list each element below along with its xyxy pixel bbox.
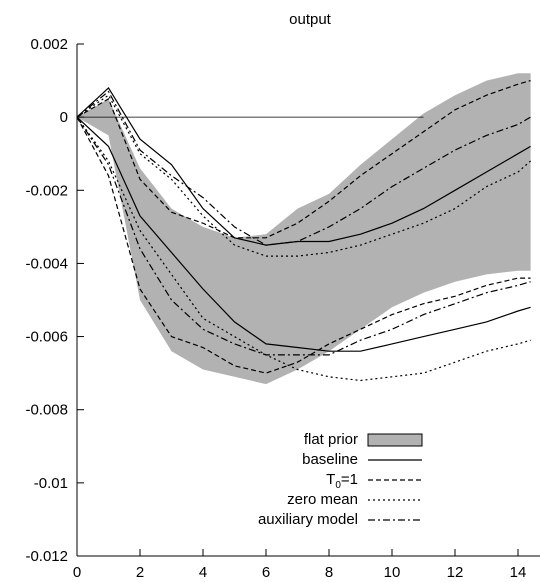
- legend-label-auxiliary-model: auxiliary model: [258, 511, 358, 528]
- legend-label-baseline: baseline: [302, 451, 358, 468]
- y-ticks: 0.002 0 -0.002 -0.004 -0.006 -0.008 -0.01 -0.01…: [25, 36, 84, 565]
- plot-area: [77, 73, 531, 385]
- y-tick-label: 0: [60, 109, 68, 126]
- flat-prior-band: [77, 73, 531, 385]
- series-4-lower-line: [77, 116, 531, 356]
- y-tick-label: -0.012: [25, 548, 68, 565]
- x-tick-label: 6: [262, 564, 270, 581]
- x-tick-label: 10: [384, 564, 401, 581]
- x-tick-label: 12: [447, 564, 464, 581]
- y-tick-label: 0.002: [30, 36, 68, 53]
- series-4-upper-line: [77, 90, 531, 246]
- series-layer: [77, 80, 531, 382]
- legend: flat prior baseline T0=1 zero mean auxil…: [258, 431, 423, 528]
- legend-t0-suffix: =1: [341, 471, 358, 488]
- legend-t0-sub: 0: [335, 480, 341, 491]
- series-2-upper-line: [77, 80, 531, 239]
- series-2-lower-line: [77, 116, 531, 374]
- y-tick-label: -0.002: [25, 182, 68, 199]
- y-tick-label: -0.008: [25, 402, 68, 419]
- legend-label-flat-prior: flat prior: [304, 431, 358, 448]
- x-tick-label: 2: [136, 564, 144, 581]
- axes: 0.002 0 -0.002 -0.004 -0.006 -0.008 -0.01 -0.01…: [25, 36, 540, 581]
- legend-label-t0: T0=1: [326, 471, 358, 491]
- y-tick-label: -0.006: [25, 329, 68, 346]
- x-tick-label: 4: [199, 564, 207, 581]
- x-tick-label: 0: [73, 564, 81, 581]
- x-ticks: 0 2 4 6 8 10 12 14: [73, 549, 527, 581]
- legend-label-zero-mean: zero mean: [287, 491, 358, 508]
- series-1-lower-line: [77, 116, 531, 352]
- x-tick-label: 14: [510, 564, 527, 581]
- series-3-upper-line: [77, 94, 531, 257]
- y-tick-label: -0.01: [34, 475, 68, 492]
- legend-t0-main: T: [326, 471, 335, 488]
- legend-swatch-flat-prior: [367, 433, 423, 447]
- chart-title: output: [289, 11, 332, 28]
- x-tick-label: 8: [325, 564, 333, 581]
- series-1-upper-line: [77, 86, 531, 246]
- y-tick-label: -0.004: [25, 255, 68, 272]
